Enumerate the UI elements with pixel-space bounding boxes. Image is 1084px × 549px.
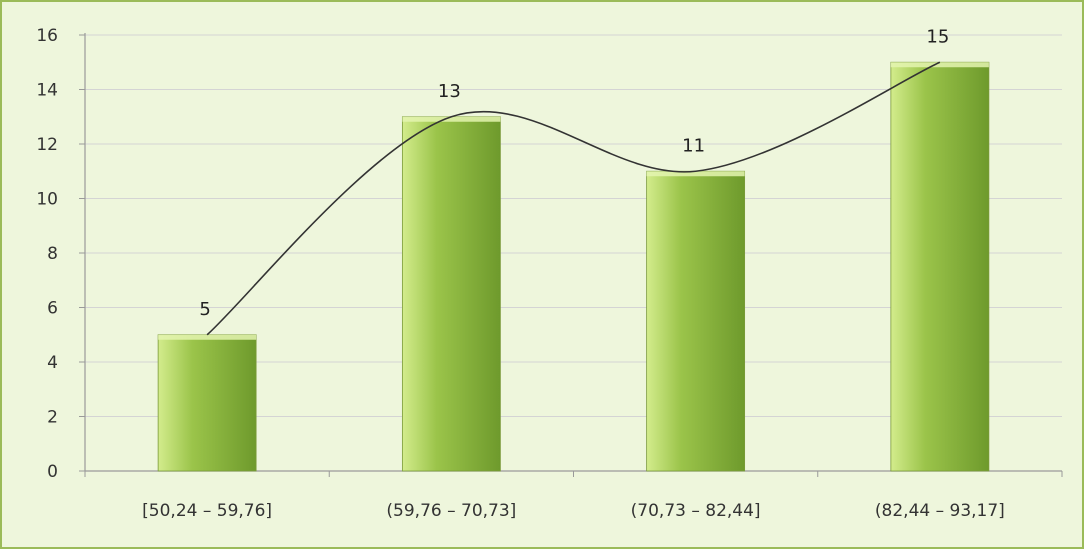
x-category-label: (70,73 – 82,44] (631, 501, 761, 521)
y-tick-label: 10 (36, 190, 58, 210)
y-tick-label: 4 (47, 353, 58, 373)
bar-top-highlight (890, 62, 989, 68)
trend-line-group (206, 61, 941, 336)
bar (401, 116, 501, 472)
bar (890, 61, 990, 472)
y-tick-label: 8 (47, 244, 58, 264)
x-category-label: (59,76 – 70,73] (386, 501, 516, 521)
bars (157, 61, 990, 472)
bar-top-highlight (646, 171, 745, 177)
data-label: 13 (438, 81, 461, 102)
y-axis-ticks: 0 2 4 6 8 10 12 14 16 (36, 26, 58, 482)
x-axis-labels: [50,24 – 59,76] (59,76 – 70,73] (70,73 – 8… (142, 501, 1005, 521)
data-label: 15 (926, 26, 949, 47)
data-labels: 5 13 11 15 (199, 26, 949, 320)
y-tick-label: 6 (47, 299, 58, 319)
trend-line (206, 61, 941, 336)
y-tick-label: 0 (47, 462, 58, 482)
y-tick-label: 14 (36, 81, 58, 101)
x-category-label: (82,44 – 93,17] (875, 501, 1005, 521)
y-tick-label: 16 (36, 26, 58, 46)
x-category-label: [50,24 – 59,76] (142, 501, 272, 521)
bar-top-highlight (158, 334, 257, 340)
data-label: 5 (199, 299, 210, 320)
bar (157, 334, 257, 472)
y-tick-label: 12 (36, 135, 58, 155)
y-tick-label: 2 (47, 408, 58, 428)
data-label: 11 (682, 135, 705, 156)
bar-top-highlight (402, 116, 501, 122)
bar (646, 170, 746, 472)
